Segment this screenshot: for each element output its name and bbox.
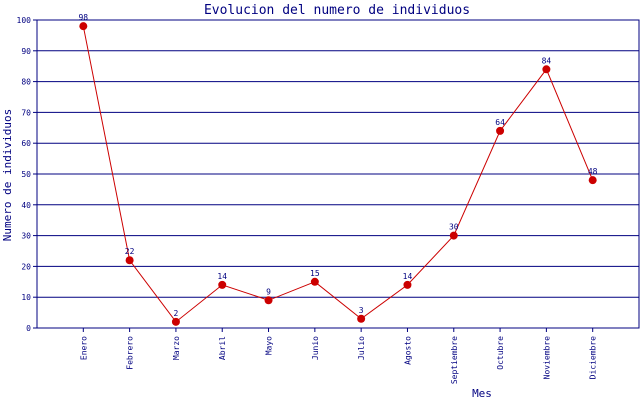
x-tick-label: Junio bbox=[311, 336, 320, 360]
x-tick-label: Febrero bbox=[126, 336, 135, 370]
data-point bbox=[264, 296, 273, 305]
data-label: 30 bbox=[449, 223, 459, 232]
data-point bbox=[218, 280, 227, 289]
data-point bbox=[125, 256, 134, 265]
x-tick-label: Agosto bbox=[403, 336, 412, 365]
data-label: 2 bbox=[174, 309, 179, 318]
data-label: 14 bbox=[217, 272, 227, 281]
data-point bbox=[496, 126, 505, 135]
x-tick-label: Diciembre bbox=[589, 336, 598, 380]
chart-title: Evolucion del numero de individuos bbox=[204, 3, 470, 18]
data-label: 22 bbox=[125, 247, 135, 256]
y-tick-label: 30 bbox=[21, 232, 31, 241]
x-tick-label: Abril bbox=[218, 336, 227, 360]
data-label: 14 bbox=[403, 272, 413, 281]
data-point bbox=[310, 277, 319, 286]
x-axis-label: Mes bbox=[472, 387, 492, 400]
y-tick-label: 40 bbox=[21, 201, 31, 210]
data-point bbox=[79, 22, 88, 31]
x-tick-label: Septiembre bbox=[450, 336, 459, 384]
data-label: 9 bbox=[266, 287, 271, 296]
data-point bbox=[588, 176, 597, 185]
x-tick-label: Marzo bbox=[172, 336, 181, 360]
data-label: 3 bbox=[359, 306, 364, 315]
data-label: 98 bbox=[78, 13, 88, 22]
x-tick-label: Octubre bbox=[496, 336, 505, 370]
y-tick-label: 50 bbox=[21, 170, 31, 179]
data-point bbox=[542, 65, 551, 74]
y-tick-label: 70 bbox=[21, 108, 31, 117]
data-point bbox=[171, 317, 180, 326]
data-label: 48 bbox=[588, 167, 598, 176]
data-label: 84 bbox=[542, 56, 552, 65]
x-tick-label: Enero bbox=[79, 336, 88, 360]
y-tick-label: 80 bbox=[21, 78, 31, 87]
data-point bbox=[403, 280, 412, 289]
x-tick-label: Noviembre bbox=[542, 336, 551, 380]
y-tick-label: 60 bbox=[21, 139, 31, 148]
x-tick-label: Julio bbox=[357, 336, 366, 360]
x-tick-label: Mayo bbox=[265, 336, 274, 355]
y-tick-label: 10 bbox=[21, 293, 31, 302]
data-label: 15 bbox=[310, 269, 320, 278]
y-tick-label: 100 bbox=[17, 16, 32, 25]
data-point bbox=[357, 314, 366, 323]
y-tick-label: 0 bbox=[26, 324, 31, 333]
y-tick-label: 20 bbox=[21, 262, 31, 271]
plot-frame bbox=[36, 19, 640, 329]
data-point bbox=[449, 231, 458, 240]
data-label: 64 bbox=[495, 118, 505, 127]
y-axis-label: Numero de individuos bbox=[1, 109, 14, 241]
y-tick-label: 90 bbox=[21, 47, 31, 56]
data-line bbox=[82, 26, 594, 323]
